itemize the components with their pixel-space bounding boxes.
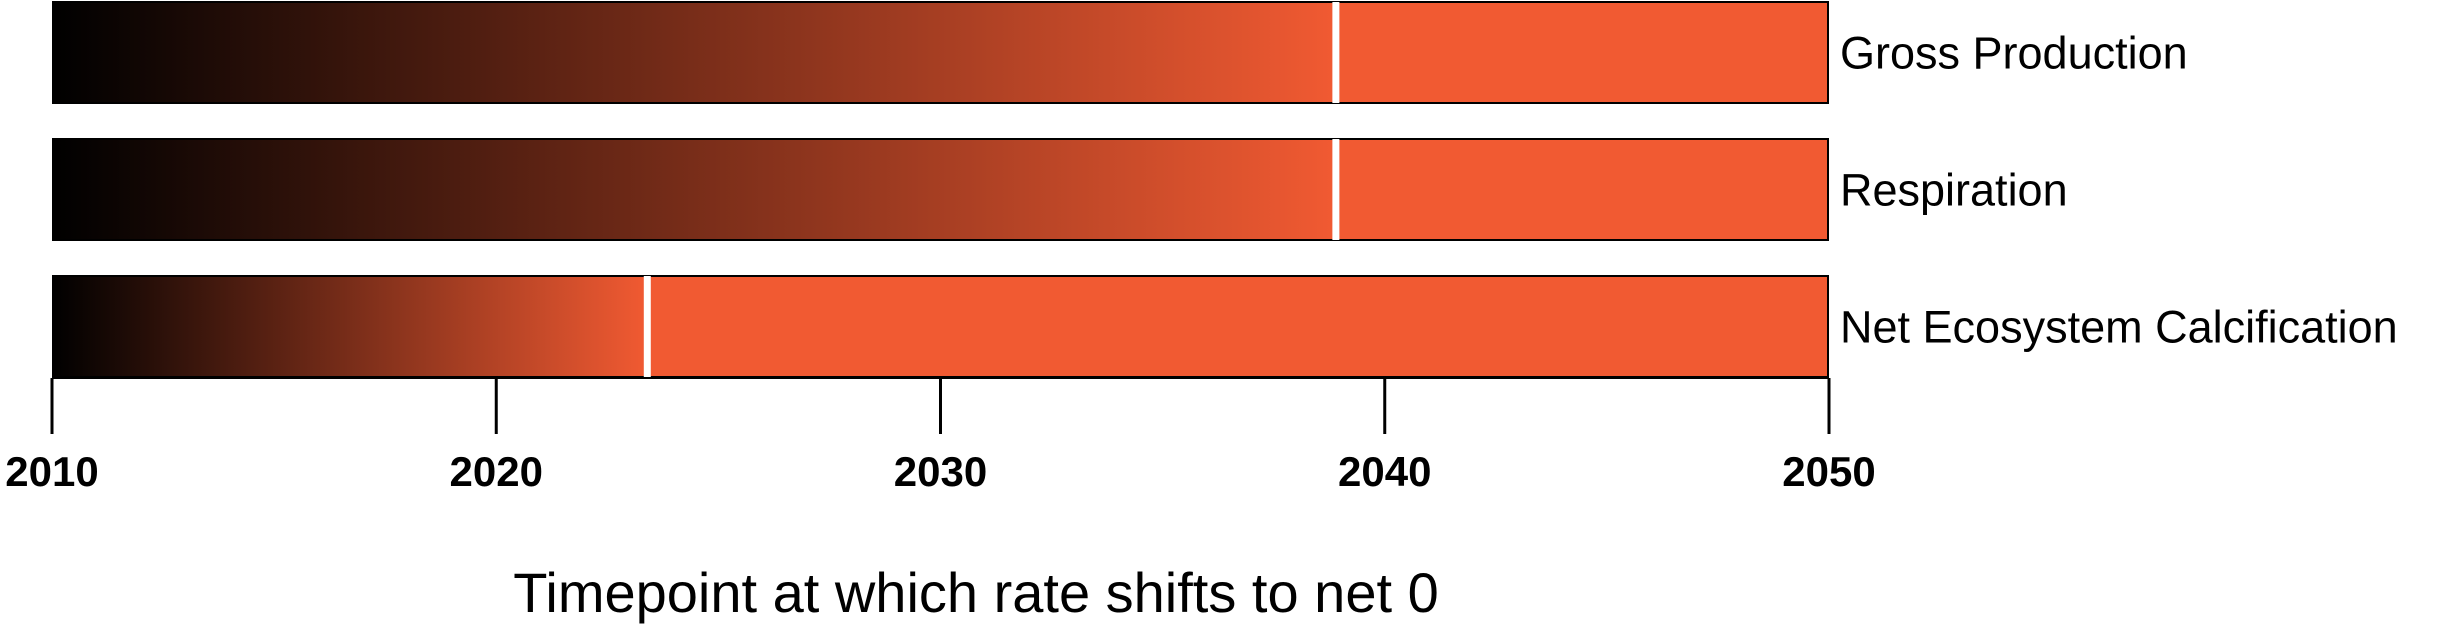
bar-gradient-gross-production bbox=[52, 1, 1385, 104]
x-tick-label-2020: 2020 bbox=[450, 448, 543, 495]
bar-outline-gross-production bbox=[52, 1, 1829, 104]
row-label-respiration: Respiration bbox=[1840, 165, 2068, 216]
x-axis-title: Timepoint at which rate shifts to net 0 bbox=[513, 561, 1438, 624]
bars-group: Gross Production Respiration Net Ecosystem… bbox=[52, 1, 2398, 378]
bar-gradient-net-ecosystem-calcification bbox=[52, 275, 1385, 378]
row-label-gross-production: Gross Production bbox=[1840, 28, 2188, 79]
x-tick-label-2040: 2040 bbox=[1338, 448, 1431, 495]
bar-outline-respiration bbox=[52, 138, 1829, 241]
x-tick-label-2010: 2010 bbox=[5, 448, 98, 495]
row-label-net-ecosystem-calcification: Net Ecosystem Calcification bbox=[1840, 302, 2398, 353]
x-tick-label-2030: 2030 bbox=[894, 448, 987, 495]
bar-gradient-respiration bbox=[52, 138, 1385, 241]
x-tick-label-2050: 2050 bbox=[1782, 448, 1875, 495]
x-axis: 2010 2020 2030 2040 2050 bbox=[5, 377, 1876, 495]
